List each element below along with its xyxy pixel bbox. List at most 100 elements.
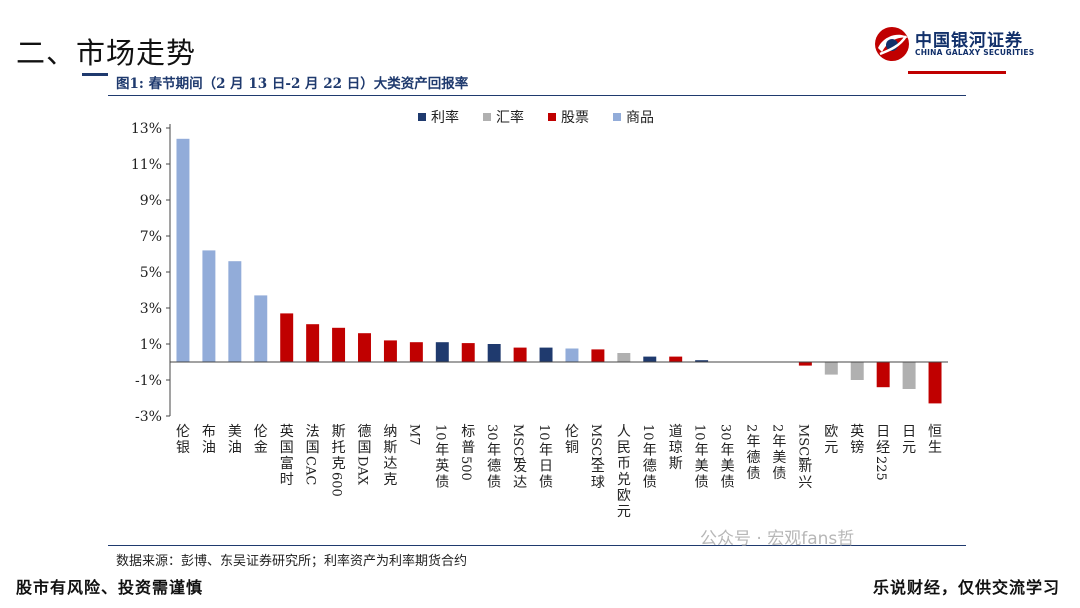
x-category-label: 布油 bbox=[202, 424, 216, 456]
logo-text-en: CHINA GALAXY SECURITIES bbox=[915, 48, 1035, 57]
bar bbox=[176, 138, 190, 362]
bar bbox=[539, 347, 553, 362]
x-category-label-part: CAC bbox=[303, 456, 318, 485]
x-category-label: 年英债 bbox=[435, 442, 449, 490]
y-tick-label: 9% bbox=[140, 193, 162, 209]
x-category-label: 日经 bbox=[876, 424, 890, 456]
frame-bottom-line bbox=[108, 545, 966, 546]
x-category-label: 新兴 bbox=[798, 459, 812, 491]
y-tick-label: 5% bbox=[140, 265, 162, 281]
footer-disclaimer: 股市有风险、投资需谨慎 bbox=[16, 578, 204, 597]
y-tick-label: 7% bbox=[140, 229, 162, 245]
bar bbox=[617, 353, 631, 362]
figure-caption: 图1: 春节期间（2 月 13 日-2 月 22 日）大类资产回报率 bbox=[116, 76, 469, 92]
x-category-label: 年德债 bbox=[643, 442, 657, 490]
legend-swatch bbox=[548, 113, 556, 121]
x-category-label: 伦铜 bbox=[565, 424, 579, 456]
x-category-label: 日元 bbox=[902, 424, 916, 456]
bar bbox=[487, 344, 501, 362]
x-category-label: 斯托克 bbox=[332, 424, 346, 472]
bar bbox=[513, 347, 527, 362]
x-category-label: 年美债 bbox=[721, 442, 735, 490]
x-category-label-part: 10 bbox=[536, 424, 551, 441]
x-category-label: 恒生 bbox=[928, 424, 942, 456]
x-category-label-part: 500 bbox=[458, 456, 473, 481]
bar bbox=[876, 362, 890, 388]
x-category-label: 伦银 bbox=[176, 424, 190, 456]
x-category-label-part: 600 bbox=[329, 472, 344, 497]
y-tick-label: 1% bbox=[140, 337, 162, 353]
bar bbox=[280, 313, 294, 362]
x-category-label: 美油 bbox=[228, 424, 242, 456]
x-category-label: 纳斯达克 bbox=[383, 424, 397, 488]
bar bbox=[254, 295, 268, 362]
x-category-label: 全球 bbox=[591, 458, 605, 491]
x-category-label: 年德债 bbox=[747, 434, 761, 482]
x-category-label: 发达 bbox=[513, 459, 527, 491]
bar bbox=[850, 362, 864, 380]
x-category-label-part: DAX bbox=[355, 456, 370, 486]
bar bbox=[643, 356, 657, 362]
x-category-label-part: M7 bbox=[406, 424, 421, 446]
x-category-label-part: 30 bbox=[718, 424, 733, 441]
title-underline bbox=[82, 73, 108, 76]
bar bbox=[798, 362, 812, 366]
frame-top-line bbox=[108, 95, 966, 96]
x-category-label-part: 30 bbox=[484, 424, 499, 441]
x-category-label-part: MSCI bbox=[588, 424, 603, 461]
x-category-label-part: 225 bbox=[873, 456, 888, 481]
legend-swatch bbox=[483, 113, 491, 121]
bar bbox=[435, 342, 449, 362]
logo-text-cn: 中国银河证券 bbox=[915, 31, 1023, 51]
bar bbox=[409, 342, 423, 362]
legend-label: 汇率 bbox=[496, 109, 524, 126]
y-tick-label: -1% bbox=[135, 373, 162, 389]
bar bbox=[461, 343, 475, 362]
x-category-label: 年美债 bbox=[695, 442, 709, 490]
bar bbox=[565, 348, 579, 362]
legend-label: 利率 bbox=[431, 109, 459, 126]
bar bbox=[383, 340, 397, 362]
x-category-label-part: 10 bbox=[640, 424, 655, 441]
bar bbox=[669, 356, 683, 362]
x-category-label: 伦金 bbox=[254, 424, 268, 456]
x-category-label: 道琼斯 bbox=[669, 424, 683, 472]
bar bbox=[332, 327, 346, 362]
x-category-label-part: 2 bbox=[744, 424, 759, 432]
bar bbox=[358, 333, 371, 362]
x-category-label: 年美债 bbox=[772, 434, 786, 482]
footer-slogan: 乐说财经，仅供交流学习 bbox=[872, 578, 1060, 597]
x-category-label-part: 2 bbox=[769, 424, 784, 432]
bar bbox=[591, 349, 605, 362]
x-category-label: 标普 bbox=[461, 424, 475, 456]
source-note: 数据来源：彭博、东吴证券研究所；利率资产为利率期货合约 bbox=[116, 554, 468, 569]
x-category-label: 欧元 bbox=[824, 424, 838, 456]
bar bbox=[902, 362, 916, 389]
x-category-label: 德国 bbox=[358, 424, 372, 456]
y-tick-label: 11% bbox=[131, 157, 162, 173]
logo-underline bbox=[908, 71, 1006, 74]
legend-label: 股票 bbox=[561, 110, 589, 126]
x-category-label: 人民币兑欧元 bbox=[617, 424, 631, 520]
legend-swatch bbox=[613, 113, 621, 121]
x-category-label-part: 10 bbox=[692, 424, 707, 441]
x-category-label: 英镑 bbox=[850, 423, 864, 456]
legend-swatch bbox=[418, 113, 426, 121]
x-category-label: 年德债 bbox=[487, 442, 501, 490]
legend-label: 商品 bbox=[626, 110, 654, 126]
bar bbox=[824, 362, 838, 375]
bar bbox=[306, 324, 320, 362]
y-tick-label: 13% bbox=[131, 121, 162, 137]
x-category-label: 年日债 bbox=[539, 442, 553, 490]
bar bbox=[202, 250, 216, 362]
bar bbox=[695, 360, 709, 362]
y-tick-label: 3% bbox=[140, 301, 162, 317]
watermark: 公众号 · 宏观fans哲 bbox=[700, 529, 855, 549]
x-category-label-part: 10 bbox=[432, 424, 447, 441]
bar bbox=[928, 362, 942, 404]
x-category-label: 法国 bbox=[306, 424, 320, 456]
x-category-label-part: MSCI bbox=[795, 424, 810, 461]
x-category-label: 英国富时 bbox=[280, 423, 294, 488]
bar bbox=[228, 261, 242, 362]
galaxy-logo-icon bbox=[875, 27, 909, 61]
